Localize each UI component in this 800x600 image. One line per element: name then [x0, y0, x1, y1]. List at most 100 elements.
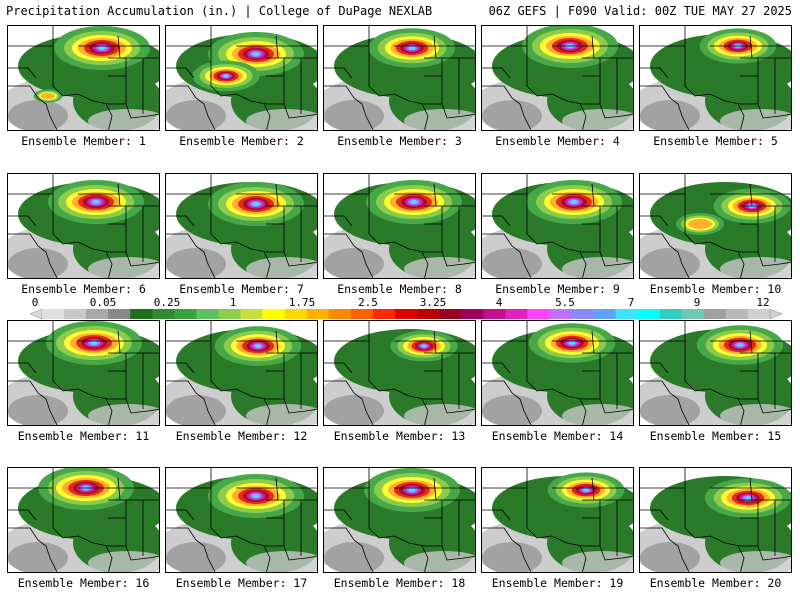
ensemble-member-caption: Ensemble Member: 18 [333, 576, 466, 590]
ensemble-map-panel-15 [639, 320, 792, 426]
ensemble-member-caption: Ensemble Member: 20 [649, 576, 782, 590]
colorbar-tick-label: 1.75 [288, 296, 316, 309]
precipitation-map [482, 26, 633, 130]
colorbar-swatch [747, 309, 771, 319]
colorbar-swatch [306, 309, 330, 319]
precipitation-map [8, 468, 159, 572]
precipitation-map [640, 321, 791, 425]
ensemble-member-caption: Ensemble Member: 3 [337, 134, 462, 148]
ensemble-map-panel-14 [481, 320, 634, 426]
colorbar-swatch [262, 309, 285, 319]
ensemble-map-panel-8 [323, 173, 476, 279]
colorbar-swatch [42, 309, 65, 319]
colorbar-swatch [461, 309, 484, 319]
ensemble-member-caption: Ensemble Member: 6 [21, 282, 146, 296]
ensemble-member-caption: Ensemble Member: 15 [649, 429, 782, 443]
ensemble-member-caption: Ensemble Member: 13 [333, 429, 466, 443]
ensemble-member-caption: Ensemble Member: 17 [175, 576, 308, 590]
colorbar-swatch [174, 309, 197, 319]
colorbar-swatch [86, 309, 109, 319]
colorbar-swatch [703, 309, 727, 319]
ensemble-member-caption: Ensemble Member: 16 [17, 576, 150, 590]
colorbar-swatch [218, 309, 241, 319]
colorbar-swatch [571, 309, 594, 319]
precipitation-map [166, 26, 317, 130]
colorbar-swatch [681, 309, 705, 319]
ensemble-member-caption: Ensemble Member: 12 [175, 429, 308, 443]
colorbar-swatch [284, 309, 308, 319]
ensemble-member-caption: Ensemble Member: 10 [649, 282, 782, 296]
ensemble-member-caption: Ensemble Member: 19 [491, 576, 624, 590]
colorbar-swatch [130, 309, 153, 319]
ensemble-member-caption: Ensemble Member: 9 [495, 282, 620, 296]
ensemble-map-panel-3 [323, 25, 476, 131]
precipitation-map [482, 468, 633, 572]
colorbar-swatch [328, 309, 352, 319]
colorbar-swatch [64, 309, 87, 319]
colorbar-swatch [637, 309, 660, 319]
precipitation-map [166, 174, 317, 278]
precipitation-map [8, 26, 159, 130]
colorbar-tick-label: 4 [495, 296, 503, 309]
colorbar-swatch [615, 309, 638, 319]
colorbar-swatch [439, 309, 462, 319]
ensemble-map-panel-19 [481, 467, 634, 573]
ensemble-member-caption: Ensemble Member: 1 [21, 134, 146, 148]
colorbar-swatch [483, 309, 506, 319]
colorbar-tick-label: 0.05 [89, 296, 117, 309]
colorbar-swatch [372, 309, 396, 319]
colorbar-swatch [527, 309, 550, 319]
colorbar-swatch [593, 309, 616, 319]
precipitation-map [324, 321, 475, 425]
colorbar-tick-label: 3.25 [419, 296, 447, 309]
colorbar-swatch [394, 309, 418, 319]
colorbar-swatch [505, 309, 528, 319]
colorbar-tick-label: 9 [693, 296, 701, 309]
colorbar-swatch [417, 309, 440, 319]
ensemble-map-panel-2 [165, 25, 318, 131]
chart-title: Precipitation Accumulation (in.) | Colle… [6, 4, 433, 18]
ensemble-map-panel-18 [323, 467, 476, 573]
precipitation-map [324, 174, 475, 278]
colorbar-tick-label: 5.5 [555, 296, 575, 309]
ensemble-map-panel-12 [165, 320, 318, 426]
ensemble-map-panel-17 [165, 467, 318, 573]
colorbar-swatch [549, 309, 572, 319]
colorbar-swatch [659, 309, 683, 319]
ensemble-map-panel-10 [639, 173, 792, 279]
precipitation-map [482, 321, 633, 425]
precipitation-map [324, 26, 475, 130]
ensemble-map-panel-7 [165, 173, 318, 279]
ensemble-map-panel-9 [481, 173, 634, 279]
precipitation-map [324, 468, 475, 572]
precipitation-map [640, 26, 791, 130]
precipitation-map [166, 468, 317, 572]
colorbar-swatch [725, 309, 749, 319]
ensemble-map-panel-16 [7, 467, 160, 573]
ensemble-map-panel-11 [7, 320, 160, 426]
colorbar-swatch [152, 309, 175, 319]
ensemble-map-panel-5 [639, 25, 792, 131]
ensemble-map-panel-13 [323, 320, 476, 426]
ensemble-map-panel-20 [639, 467, 792, 573]
precipitation-colorbar [30, 309, 782, 319]
ensemble-member-caption: Ensemble Member: 4 [495, 134, 620, 148]
precipitation-map [640, 174, 791, 278]
ensemble-member-caption: Ensemble Member: 11 [17, 429, 150, 443]
ensemble-map-panel-6 [7, 173, 160, 279]
colorbar-tick-label: 1 [229, 296, 237, 309]
precipitation-map [8, 321, 159, 425]
colorbar-tick-label: 7 [627, 296, 635, 309]
model-run-valid-time: 06Z GEFS | F090 Valid: 00Z TUE MAY 27 20… [488, 4, 792, 18]
ensemble-member-caption: Ensemble Member: 7 [179, 282, 304, 296]
colorbar-swatch [350, 309, 374, 319]
ensemble-member-caption: Ensemble Member: 8 [337, 282, 462, 296]
colorbar-tick-label: 2.5 [358, 296, 378, 309]
precipitation-map [8, 174, 159, 278]
precipitation-map [166, 321, 317, 425]
colorbar-swatch [240, 309, 263, 319]
colorbar-tick-label: 12 [756, 296, 770, 309]
precipitation-map [640, 468, 791, 572]
ensemble-map-panel-4 [481, 25, 634, 131]
ensemble-member-caption: Ensemble Member: 2 [179, 134, 304, 148]
